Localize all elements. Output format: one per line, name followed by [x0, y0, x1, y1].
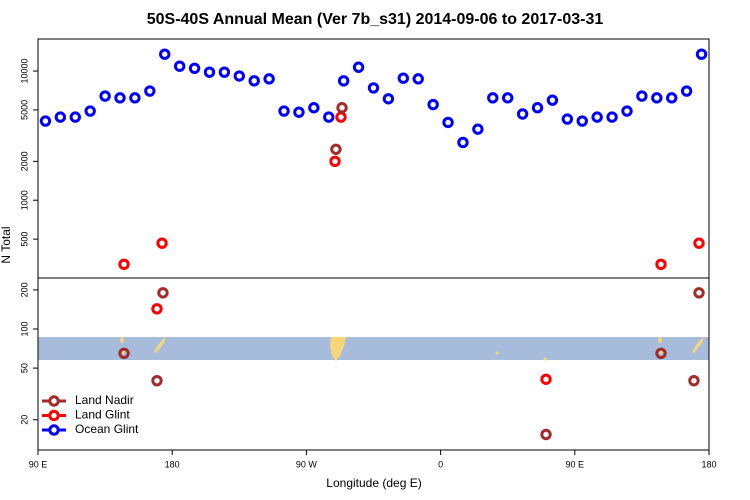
- legend-marker: [48, 424, 60, 436]
- point: [293, 106, 305, 118]
- y-tick-label: 20: [19, 415, 29, 425]
- y-tick-label: 5000: [19, 100, 29, 120]
- plot-frame: [37, 38, 710, 279]
- y-tick-label: 500: [19, 232, 29, 247]
- y-axis-label: N Total: [0, 226, 13, 263]
- point: [531, 102, 544, 114]
- point: [540, 428, 552, 441]
- legend-marker: [48, 395, 60, 407]
- x-tick-label: 90 E: [29, 459, 48, 469]
- point: [263, 73, 275, 85]
- point: [329, 155, 341, 168]
- point: [367, 82, 380, 94]
- point: [157, 287, 169, 299]
- y-tick-label: 100: [19, 321, 29, 336]
- point: [516, 108, 529, 120]
- y-tick-label: 50: [19, 363, 29, 373]
- point: [666, 92, 678, 104]
- point: [173, 60, 186, 72]
- point: [323, 111, 335, 123]
- land-blobs: [120, 337, 704, 361]
- point: [118, 347, 130, 359]
- point: [472, 123, 484, 135]
- point: [561, 113, 574, 125]
- point: [278, 105, 290, 117]
- x-axis-label: Longitude (deg E): [326, 476, 421, 490]
- point: [442, 116, 454, 129]
- point: [427, 98, 439, 111]
- point: [591, 111, 603, 123]
- legend-label: Ocean Glint: [75, 422, 139, 436]
- point: [129, 92, 141, 104]
- point: [621, 105, 633, 117]
- point: [457, 136, 469, 149]
- chart-title: 50S-40S Annual Mean (Ver 7b_s31) 2014-09…: [147, 11, 604, 28]
- map-strip: [38, 337, 709, 361]
- point: [118, 258, 130, 271]
- point: [39, 115, 52, 127]
- point: [69, 111, 81, 123]
- point: [655, 347, 667, 359]
- point: [693, 237, 705, 249]
- plot-frame: [37, 277, 710, 451]
- y-tick-label: 200: [19, 282, 29, 297]
- ocean-band: [38, 337, 709, 360]
- point: [606, 111, 618, 123]
- point: [84, 105, 96, 117]
- point: [651, 92, 663, 104]
- point: [114, 92, 126, 104]
- point: [412, 73, 424, 85]
- point: [188, 62, 201, 74]
- point: [248, 75, 260, 87]
- legend-label: Land Nadir: [75, 393, 134, 407]
- point: [352, 61, 365, 73]
- point: [151, 303, 163, 315]
- point: [487, 92, 499, 104]
- x-tick-label: 90 E: [566, 459, 585, 469]
- point: [54, 111, 67, 123]
- point: [337, 75, 350, 87]
- legend-label: Land Glint: [75, 408, 130, 422]
- point: [99, 90, 111, 102]
- point: [335, 111, 347, 123]
- point: [330, 143, 342, 155]
- point: [655, 258, 667, 271]
- point: [397, 72, 410, 84]
- point: [308, 102, 320, 114]
- point: [144, 85, 156, 97]
- point: [693, 287, 705, 299]
- x-tick-label: 180: [701, 459, 716, 469]
- point: [336, 102, 348, 114]
- point: [502, 92, 514, 104]
- point: [688, 374, 700, 387]
- point: [218, 66, 231, 78]
- point: [233, 70, 246, 82]
- x-tick-label: 180: [165, 459, 180, 469]
- point: [159, 48, 171, 60]
- point: [576, 115, 588, 127]
- point: [540, 373, 552, 385]
- point: [680, 85, 693, 97]
- y-tick-label: 10000: [19, 59, 29, 84]
- x-tick-label: 90 W: [296, 459, 318, 469]
- point: [156, 237, 168, 249]
- point: [546, 94, 559, 106]
- y-tick-label: 1000: [19, 190, 29, 210]
- y-tick-label: 2000: [19, 151, 29, 171]
- point: [382, 93, 395, 105]
- point: [203, 66, 216, 78]
- legend-marker: [48, 409, 60, 422]
- point: [695, 48, 708, 60]
- x-tick-label: 0: [438, 459, 443, 469]
- point: [151, 374, 163, 387]
- point: [636, 90, 648, 102]
